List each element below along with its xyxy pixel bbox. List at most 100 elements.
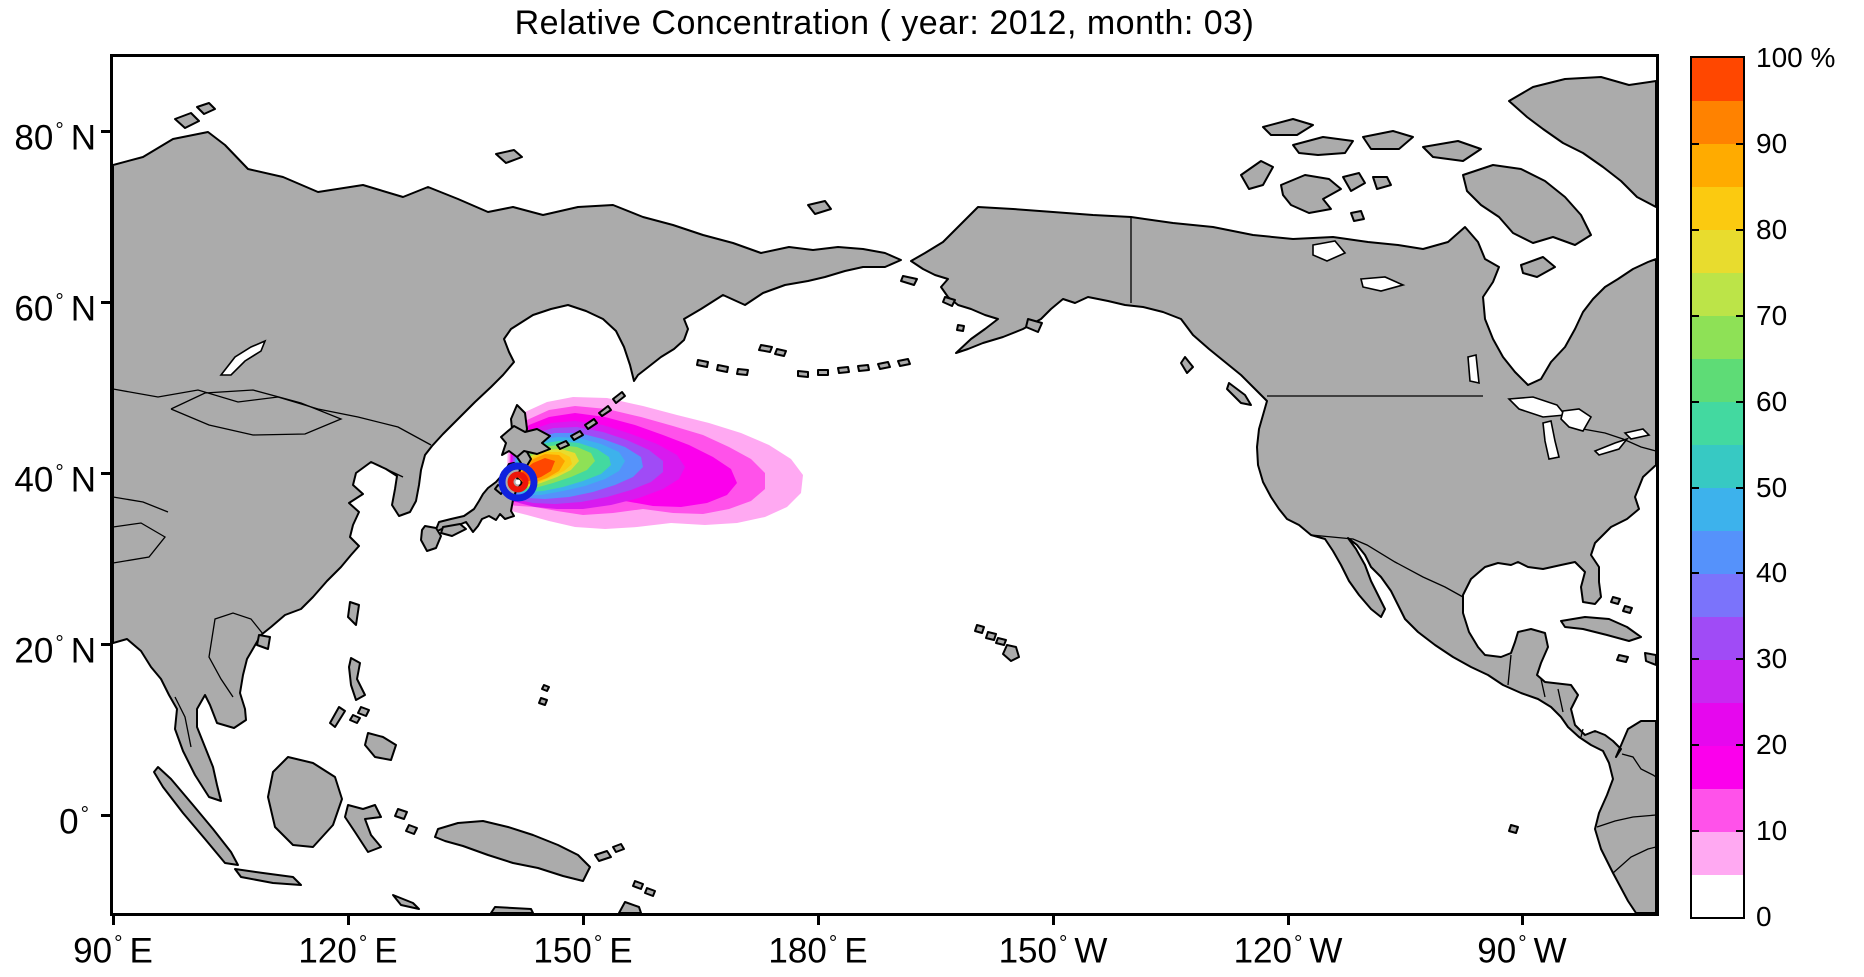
- colorbar-label: 80: [1756, 213, 1788, 245]
- degree-symbol: °: [1058, 932, 1068, 955]
- land-masses: [113, 76, 1656, 913]
- lakes: [219, 240, 1651, 460]
- baffin-island: [1462, 164, 1592, 246]
- colorbar-cell: [1692, 616, 1743, 660]
- vancouver-island: [1226, 382, 1252, 406]
- colorbar-label: 60: [1756, 385, 1788, 417]
- north-america-landmass: [910, 206, 1656, 913]
- degree-symbol: °: [1518, 932, 1527, 955]
- colorbar: [1690, 56, 1745, 919]
- source-marker-outer-ring: [498, 462, 538, 502]
- colorbar-cell: [1692, 229, 1743, 274]
- ellesmere-greenland: [1508, 76, 1656, 208]
- colorbar-tick-mark: [1692, 572, 1699, 575]
- source-marker-inner-ring: [507, 471, 529, 493]
- y-tick-label: 0°: [59, 802, 89, 842]
- x-tick-label: 120° W: [1233, 931, 1343, 971]
- colorbar-cell: [1692, 58, 1743, 102]
- source-marker-center-dot: [515, 479, 521, 485]
- taiwan-island: [347, 601, 360, 626]
- y-tick-mark: [101, 472, 110, 475]
- source-marker: [498, 462, 538, 502]
- colorbar-tick-mark: [1692, 228, 1699, 231]
- x-tick-label: 150° E: [533, 931, 633, 971]
- colorbar-cell: [1692, 573, 1743, 617]
- page-title: Relative Concentration ( year: 2012, mon…: [514, 4, 1255, 42]
- colorbar-tick-mark: [1692, 830, 1699, 833]
- colorbar-tick-mark: [1692, 142, 1699, 145]
- degree-symbol: °: [1293, 932, 1303, 955]
- x-tick-label: 120° E: [298, 931, 398, 971]
- y-tick-label: 60° N: [14, 289, 96, 329]
- degree-symbol: °: [55, 119, 64, 142]
- colorbar-tick-mark: [1736, 486, 1743, 489]
- java-island: [234, 868, 302, 886]
- colorbar-cell: [1692, 831, 1743, 875]
- x-tick-mark: [112, 916, 115, 925]
- sulawesi-island: [344, 804, 382, 853]
- x-tick-mark: [1521, 916, 1524, 925]
- luzon-island: [348, 657, 366, 701]
- hawaiian-islands: [974, 624, 1020, 662]
- colorbar-cell: [1692, 659, 1743, 703]
- pacific-map: [113, 76, 1656, 913]
- y-tick-mark: [101, 643, 110, 646]
- colorbar-cell: [1692, 315, 1743, 360]
- colorbar-cell: [1692, 702, 1743, 746]
- cuba-island: [1560, 616, 1642, 642]
- colorbar-cell: [1692, 186, 1743, 231]
- x-tick-label: 90° W: [1477, 931, 1567, 971]
- colorbar-cell: [1692, 530, 1743, 574]
- colorbar-cell: [1692, 143, 1743, 188]
- kodiak-island: [1025, 318, 1043, 333]
- colorbar-tick-mark: [1692, 486, 1699, 489]
- country-borders: [113, 217, 1656, 874]
- degree-symbol: °: [114, 932, 123, 955]
- galapagos: [1508, 824, 1519, 834]
- kyushu-island: [420, 525, 442, 552]
- lake-ontario: [1623, 428, 1651, 440]
- colorbar-tick-mark: [1736, 658, 1743, 661]
- great-bear-lake: [1312, 240, 1347, 262]
- colorbar-cell: [1692, 401, 1743, 446]
- colorbar-tick-mark: [1736, 314, 1743, 317]
- aleutian-islands: [696, 344, 911, 378]
- x-tick-label: 150° W: [998, 931, 1108, 971]
- x-tick-mark: [1052, 916, 1055, 925]
- x-tick-mark: [1287, 916, 1290, 925]
- colorbar-tick-mark: [1736, 400, 1743, 403]
- y-tick-label: 40° N: [14, 460, 96, 500]
- y-tick-mark: [101, 301, 110, 304]
- colorbar-tick-mark: [1692, 400, 1699, 403]
- colorbar-cell: [1692, 100, 1743, 145]
- lake-michigan: [1542, 420, 1560, 460]
- asia-landmass: [113, 131, 902, 802]
- colorbar-label: 10: [1756, 815, 1788, 847]
- sumatra-island: [153, 766, 239, 866]
- colorbar-tick-mark: [1692, 314, 1699, 317]
- colorbar-label: 90: [1756, 127, 1788, 159]
- colorbar-label: 0: [1756, 901, 1772, 932]
- colorbar-label: 30: [1756, 643, 1788, 675]
- hainan-island: [256, 634, 271, 650]
- colorbar-cell: [1692, 874, 1743, 918]
- colorbar-label: 70: [1756, 299, 1788, 331]
- lake-huron: [1560, 408, 1593, 432]
- colorbar-label: 100 %: [1756, 42, 1836, 73]
- colorbar-tick-mark: [1736, 830, 1743, 833]
- colorbar-cell: [1692, 272, 1743, 317]
- degree-symbol: °: [55, 632, 64, 655]
- arctic-archipelago: [1240, 76, 1656, 278]
- map-plot-area: [110, 54, 1659, 916]
- degree-symbol: °: [55, 290, 64, 313]
- colorbar-label: 20: [1756, 729, 1788, 761]
- hokkaido-island: [500, 425, 551, 458]
- degree-symbol: °: [828, 932, 838, 955]
- degree-symbol: °: [55, 461, 64, 484]
- lake-erie: [1593, 437, 1630, 456]
- colorbar-cell: [1692, 444, 1743, 488]
- degree-symbol: °: [593, 932, 603, 955]
- colorbar-cell: [1692, 358, 1743, 403]
- y-tick-mark: [101, 130, 110, 133]
